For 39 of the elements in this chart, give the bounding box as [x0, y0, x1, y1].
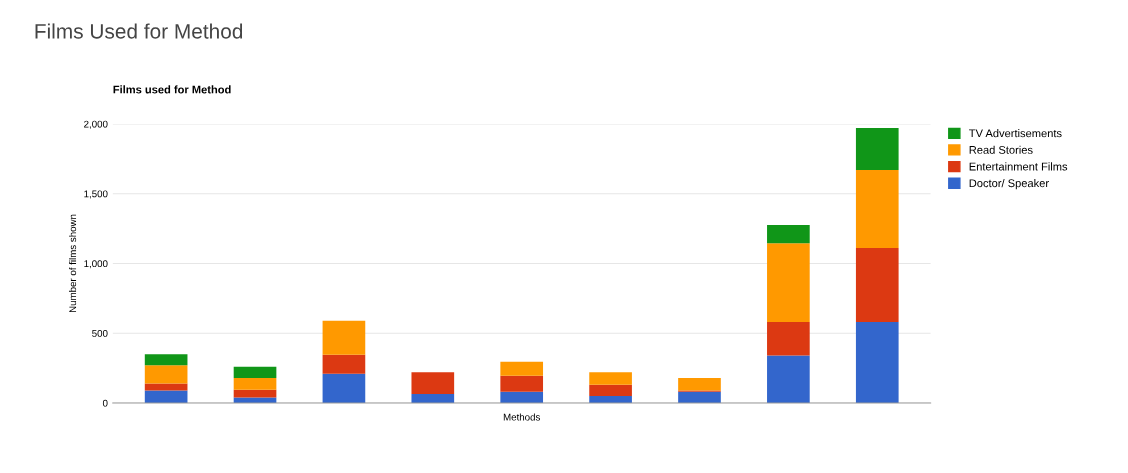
- x-axis-title: Methods: [503, 413, 540, 421]
- bar: [500, 391, 544, 403]
- bar: [233, 377, 277, 390]
- legend-label: TV Advertisements: [969, 129, 1062, 138]
- y-tick-label: 0: [102, 399, 108, 407]
- bar: [767, 322, 810, 356]
- bar: [500, 375, 544, 392]
- bar: [411, 372, 455, 394]
- bar: [233, 389, 277, 398]
- bar: [855, 248, 899, 323]
- legend-label: Doctor/ Speaker: [969, 178, 1049, 190]
- bar: [500, 361, 544, 376]
- bar: [855, 322, 899, 403]
- bar: [767, 243, 810, 323]
- bar: [589, 372, 632, 385]
- legend-label: Read Stories: [969, 145, 1033, 154]
- bar: [678, 377, 721, 391]
- y-tick-label: 2,000: [84, 120, 108, 129]
- bar: [767, 355, 810, 403]
- bar: [144, 390, 188, 403]
- bar: [589, 384, 632, 397]
- bar: [322, 354, 366, 374]
- bar: [322, 320, 366, 355]
- legend-label: Entertainment Films: [969, 162, 1068, 171]
- bar: [855, 128, 899, 170]
- bar: [767, 225, 810, 244]
- y-tick-label: 1,000: [84, 260, 108, 269]
- y-axis-title: Number of films shown: [68, 214, 77, 313]
- bar: [678, 391, 721, 403]
- bar: [322, 373, 366, 403]
- y-tick-label: 1,500: [84, 190, 108, 199]
- bar: [144, 354, 188, 366]
- chart-title: Films Used for Method: [35, 23, 243, 39]
- bar: [233, 366, 277, 378]
- bar: [855, 169, 899, 249]
- y-tick-label: 500: [92, 329, 108, 337]
- bar: [144, 383, 188, 391]
- bar: [144, 365, 188, 384]
- chart-subtitle: Films used for Method: [113, 85, 231, 94]
